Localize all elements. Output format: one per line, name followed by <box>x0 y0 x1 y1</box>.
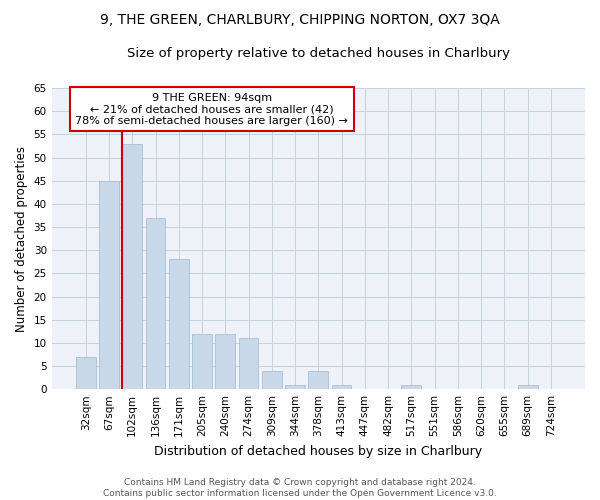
Bar <box>401 384 421 389</box>
Bar <box>99 180 119 389</box>
Bar <box>122 144 142 389</box>
Text: 9 THE GREEN: 94sqm
← 21% of detached houses are smaller (42)
78% of semi-detache: 9 THE GREEN: 94sqm ← 21% of detached hou… <box>75 92 348 126</box>
Bar <box>146 218 166 389</box>
Y-axis label: Number of detached properties: Number of detached properties <box>15 146 28 332</box>
Bar <box>169 260 188 389</box>
Bar <box>215 334 235 389</box>
Bar <box>518 384 538 389</box>
Bar <box>192 334 212 389</box>
Bar <box>332 384 352 389</box>
Bar <box>285 384 305 389</box>
Title: Size of property relative to detached houses in Charlbury: Size of property relative to detached ho… <box>127 48 510 60</box>
X-axis label: Distribution of detached houses by size in Charlbury: Distribution of detached houses by size … <box>154 444 482 458</box>
Bar <box>308 370 328 389</box>
Text: 9, THE GREEN, CHARLBURY, CHIPPING NORTON, OX7 3QA: 9, THE GREEN, CHARLBURY, CHIPPING NORTON… <box>100 12 500 26</box>
Bar <box>76 357 95 389</box>
Bar <box>239 338 259 389</box>
Bar <box>262 370 282 389</box>
Text: Contains HM Land Registry data © Crown copyright and database right 2024.
Contai: Contains HM Land Registry data © Crown c… <box>103 478 497 498</box>
